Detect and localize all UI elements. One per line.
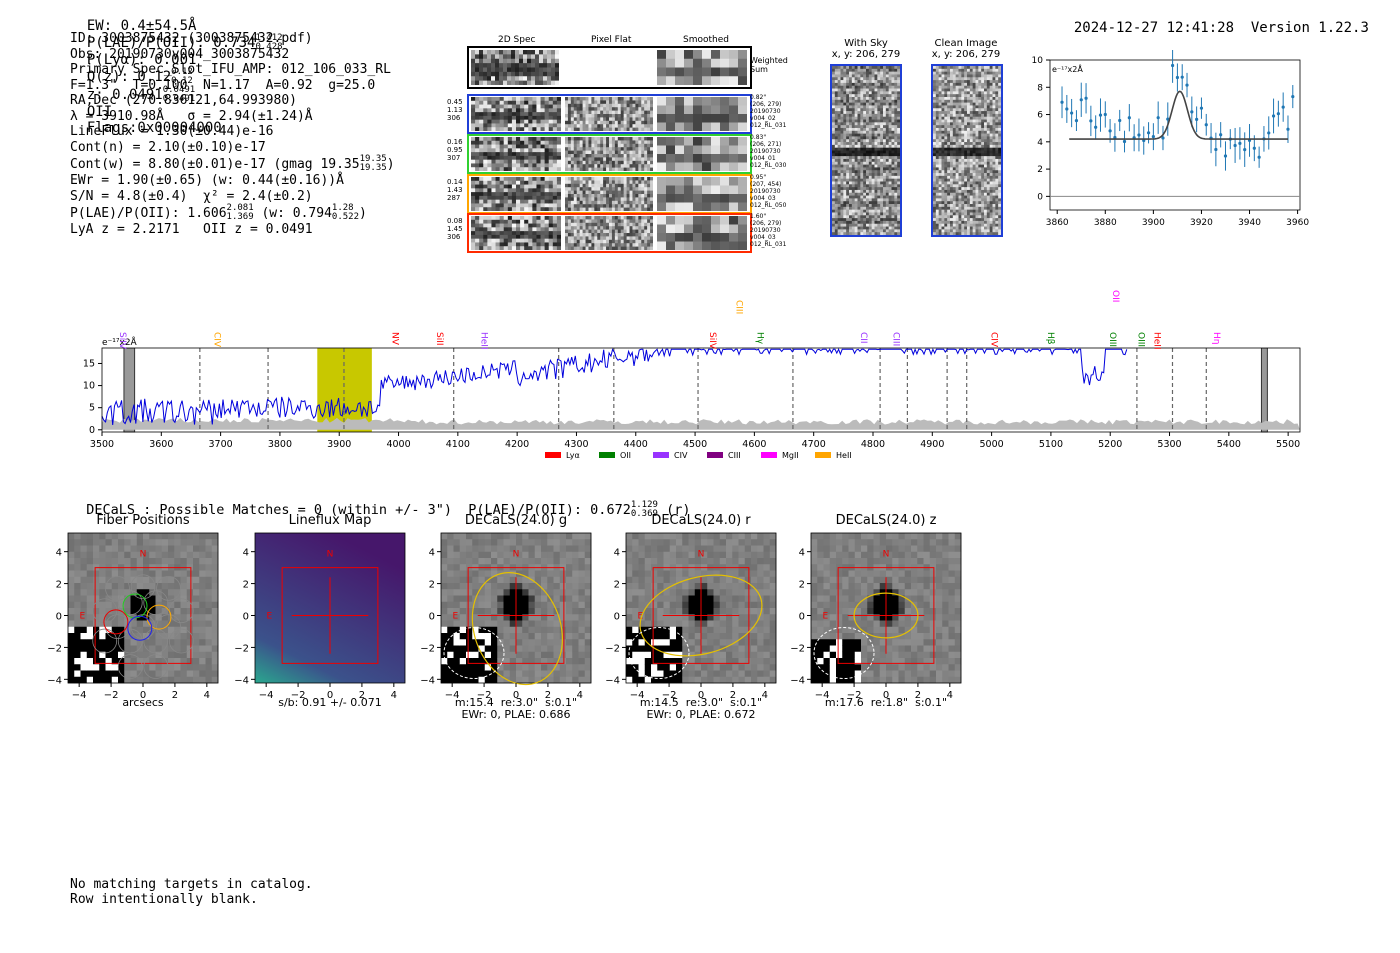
cutout-pixelflat	[565, 216, 653, 250]
decals-panel-title: DECaLS(24.0) g	[464, 513, 568, 528]
col-label-pixelflat: Pixel Flat	[591, 35, 632, 45]
header-plae: P(LAE)/P(OII): 0.734	[86, 35, 256, 51]
header-ew: EW: 0.4±54.5Å	[86, 18, 197, 34]
full-spectrum-plot: 3500 3600 3700 3800 3900 4000 4100 4200 4300 4400…	[83, 280, 1301, 460]
with-sky-noise	[832, 66, 901, 236]
col-label-smoothed: Smoothed	[683, 35, 729, 45]
decals-panel-title: Lineflux Map	[288, 513, 372, 528]
weighted-sum-strip	[467, 46, 752, 89]
info-obs: Obs: 20190730v004_3003875432	[70, 46, 290, 62]
info-ewr: EWr = 1.90(±0.65) (w: 0.44(±0.16))Å	[70, 173, 344, 188]
header-plya: P(Lyα): 0.001	[86, 52, 197, 68]
decals-panel-title: DECaLS(24.0) z	[835, 513, 937, 528]
header-datetime-block: 2024-12-27 12:41:28 Version 1.22.3	[1057, 4, 1369, 36]
decals-panel-caption: arcsecs	[122, 696, 164, 709]
cutout-pixelflat	[565, 97, 653, 131]
clean-image	[931, 64, 1003, 237]
info-plae: P(LAE)/P(OII): 1.6062.081 1.369 (w: 0.794…	[70, 203, 367, 222]
cutout-2dspec	[471, 177, 561, 211]
cutout-row-left-label: 0.45 1.13 306	[447, 98, 463, 122]
header-qz: Q(z): 0.12	[86, 69, 172, 85]
cutout-row-left-label: 0.14 1.43 287	[447, 178, 463, 202]
clean-image-label: Clean Image x, y: 206, 279	[931, 38, 1001, 60]
header-datetime: 2024-12-27 12:41:28	[1073, 20, 1235, 36]
with-sky-label: With Sky x, y: 206, 279	[831, 38, 901, 60]
cutout-2dspec	[471, 97, 561, 131]
weighted-sum-label: Weighted Sum	[750, 56, 788, 74]
decals-title: DECaLS : Possible Matches = 0 (within +/…	[86, 500, 691, 519]
cutout-smoothed	[657, 97, 747, 131]
info-lambda: λ = 3910.98Å σ = 2.94(±1.24)Å	[70, 108, 313, 124]
cutout-row	[467, 174, 752, 214]
cutout-row-right-label: 0.83" (206, 271) 20190730 v004_01 012_RL…	[750, 134, 787, 169]
clean-noise	[933, 66, 1002, 236]
cutout-row-left-label: 0.16 0.95 307	[447, 138, 463, 162]
decals-panel-title: DECaLS(24.0) r	[651, 513, 751, 528]
info-id: ID: 3003875432 (3003875432.pdf)	[70, 31, 313, 46]
cutout-row-left-label: 0.08 1.45 306	[447, 217, 463, 241]
info-lineflux: LineFlux = 1.30(±0.44)e-16	[70, 124, 274, 139]
decals-panel-title: Fiber Positions	[96, 513, 190, 528]
info-fiber: F=1.3" T=0.100 N=1.17 A=0.92 g=25.0	[70, 77, 376, 93]
cutout-2dspec	[471, 137, 561, 171]
decals-panel-caption: m:15.4 re:3.0" s:0.1" EWr: 0, PLAE: 0.68…	[454, 696, 578, 721]
footer-line1: No matching targets in catalog.	[70, 877, 313, 892]
info-sn: S/N = 4.8(±0.4) χ² = 2.4(±0.2)	[70, 188, 313, 204]
cutout-row-right-label: 0.95" (207, 454) 20190730 v004_03 012_RL…	[750, 174, 787, 209]
weighted-smoothed	[657, 50, 747, 85]
cutout-row-right-label: 0.82" (206, 279) 20190730 v004_02 012_RL…	[750, 94, 787, 129]
footer-line2: Row intentionally blank.	[70, 892, 258, 907]
cutout-pixelflat	[565, 177, 653, 211]
info-primary: Primary Spec_Slot_IFU_AMP: 012_106_033_R…	[70, 62, 391, 77]
cutout-smoothed	[657, 137, 747, 171]
with-sky-image	[830, 64, 902, 237]
info-contn: Cont(n) = 2.10(±0.10)e-17	[70, 139, 266, 155]
info-lyaz: LyA z = 2.2171 OII z = 0.0491	[70, 222, 313, 237]
cutout-row-right-label: 1.60" (206, 279) 20190730 v004_03 012_RL…	[750, 213, 787, 248]
info-contw: Cont(w) = 8.80(±0.01)e-17 (gmag 19.3519.…	[70, 154, 395, 173]
info-radec: RA,Dec (270.836121,64.993980)	[70, 93, 297, 108]
decals-panel-caption: s/b: 0.91 +/- 0.071	[278, 696, 382, 709]
col-label-2dspec: 2D Spec	[498, 35, 536, 45]
cutout-smoothed	[657, 216, 747, 250]
header-plae-range: 1.412 0.428	[255, 33, 283, 52]
header-bar: EW: 0.4±54.5Å P(LAE)/P(OII): 0.7341.412 0…	[86, 18, 283, 136]
cutout-row	[467, 213, 752, 253]
header-z: z: 0.0491	[86, 87, 163, 103]
decals-panel-caption: m:17.6 re:1.8" s:0.1"	[824, 696, 948, 709]
decals-panel-caption: m:14.5 re:3.0" s:0.1" EWr: 0, PLAE: 0.67…	[639, 696, 763, 721]
cutout-row	[467, 134, 752, 174]
cutout-2dspec	[471, 216, 561, 250]
info-block: ID: 3003875432 (3003875432.pdf) Obs: 201…	[70, 31, 395, 238]
header-version: Version 1.22.3	[1250, 20, 1369, 36]
weighted-2dspec	[471, 50, 559, 85]
header-flags: Flags:0x00004000	[86, 120, 222, 136]
cutout-pixelflat	[565, 137, 653, 171]
cutout-smoothed	[657, 177, 747, 211]
cutout-row	[467, 94, 752, 134]
header-z-line: OII	[86, 104, 113, 120]
